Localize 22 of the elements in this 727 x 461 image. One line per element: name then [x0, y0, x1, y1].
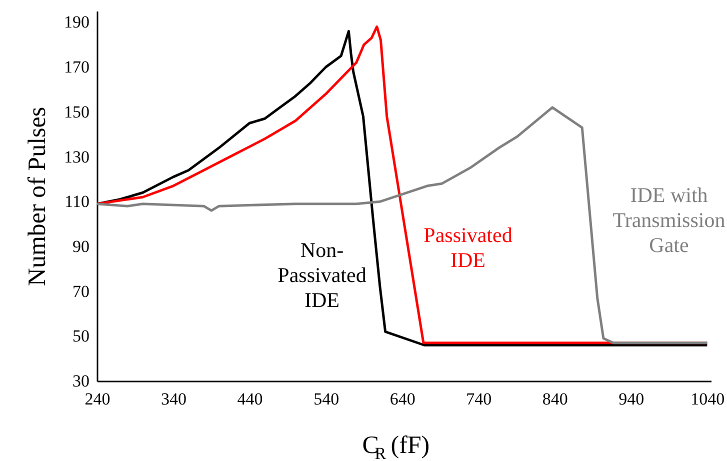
y-tick-label: 130	[64, 147, 90, 166]
y-axis-title: Number of Pulses	[24, 106, 51, 286]
y-tick-label: 50	[72, 326, 90, 346]
y-tick-label: 30	[72, 372, 90, 390]
y-tick-label: 150	[64, 102, 90, 122]
series-label: IDE with Transmission Gate	[612, 183, 726, 257]
x-tick-label: 240	[84, 390, 110, 408]
y-tick-label: 90	[72, 236, 90, 256]
x-tick-label: 540	[314, 390, 340, 408]
x-tick-label: 740	[466, 390, 492, 408]
x-tick-label: 640	[390, 390, 416, 408]
x-tick-label: 440	[237, 390, 263, 408]
x-tick-label: 340	[161, 390, 187, 408]
series-label: Non-Passivated IDE	[278, 238, 367, 312]
y-tick-label: 190	[64, 12, 90, 32]
y-tick-label: 170	[64, 58, 90, 77]
y-tick-label: 110	[64, 192, 90, 212]
x-tick-label: 1040	[690, 390, 725, 408]
y-tick-label: 70	[72, 282, 90, 301]
series-label: Passivated IDE	[424, 223, 513, 272]
x-tick-label: 840	[542, 390, 568, 408]
x-tick-label: 940	[618, 390, 644, 408]
